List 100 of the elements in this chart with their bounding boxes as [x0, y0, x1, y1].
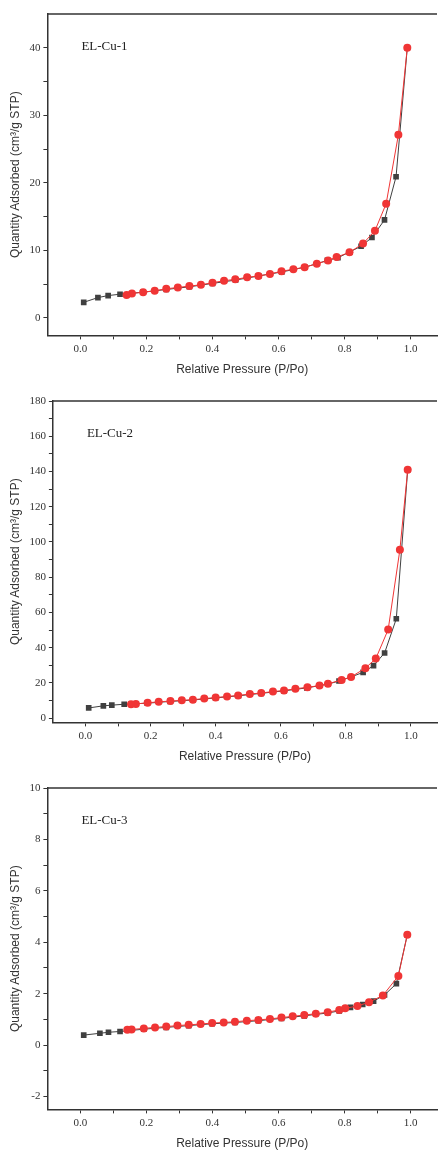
point	[381, 217, 388, 223]
point	[151, 1023, 160, 1032]
point	[154, 697, 163, 706]
y-tick-label: 10	[29, 780, 41, 793]
point	[311, 1009, 320, 1018]
point	[394, 130, 403, 139]
point	[289, 265, 298, 274]
x-tick-label: 0.6	[273, 728, 289, 741]
point	[337, 675, 346, 684]
x-tick-label: 0.8	[337, 1115, 352, 1128]
point	[268, 687, 277, 696]
point	[80, 299, 87, 306]
point	[121, 701, 128, 708]
y-tick-label: 0	[40, 711, 47, 724]
y-tick-label: 0	[34, 1038, 41, 1051]
point	[265, 1014, 274, 1023]
x-axis-title: Relative Pressure (P/Po)	[176, 1136, 309, 1151]
point	[364, 998, 373, 1007]
point	[80, 1032, 87, 1038]
point	[353, 1002, 362, 1011]
point	[117, 1028, 123, 1035]
y-tick-label: 20	[29, 175, 41, 188]
point	[177, 696, 186, 705]
point	[219, 1018, 228, 1027]
point	[100, 703, 107, 709]
y-tick-label: 180	[29, 393, 47, 406]
y-tick-label: 100	[29, 534, 47, 547]
point	[105, 292, 111, 299]
point	[105, 1029, 112, 1036]
y-tick-label: 2	[34, 986, 41, 999]
point	[196, 1020, 205, 1029]
x-tick-label: 0.8	[337, 341, 352, 354]
point	[200, 694, 209, 703]
point	[288, 1012, 297, 1021]
point	[312, 259, 321, 268]
y-tick-label: 30	[29, 108, 41, 121]
x-tick-label: 0.2	[139, 341, 154, 354]
point	[97, 1030, 103, 1037]
y-tick-label: 8	[34, 832, 41, 845]
y-tick-label: 20	[34, 675, 47, 688]
x-tick-label: 0.0	[78, 728, 93, 741]
point	[359, 239, 368, 248]
x-tick-label: 0.4	[205, 1115, 220, 1128]
point	[117, 291, 123, 298]
y-tick-label: 60	[34, 605, 47, 618]
y-tick-label: 120	[29, 499, 47, 512]
y-tick-label: 140	[29, 464, 47, 477]
point	[291, 684, 300, 693]
y-tick-label: 160	[29, 429, 47, 442]
annotation: EL-Cu-2	[86, 424, 134, 440]
point	[150, 286, 159, 295]
y-axis-title: Quantity Adsorbed (cm³/g STP)	[7, 478, 22, 646]
point	[345, 248, 354, 257]
x-tick-label: 0.2	[139, 1115, 154, 1128]
point	[245, 690, 254, 699]
x-axis-title: Relative Pressure (P/Po)	[176, 362, 309, 377]
point	[173, 283, 182, 292]
point	[361, 664, 370, 673]
y-tick-label: 80	[34, 570, 47, 583]
x-tick-label: 0.6	[271, 341, 286, 354]
point	[243, 273, 252, 282]
x-tick-label: 0.8	[338, 728, 354, 741]
point	[394, 971, 403, 980]
x-tick-label: 0.6	[271, 1115, 286, 1128]
y-tick-label: 40	[34, 640, 47, 653]
x-tick-label: 0.4	[208, 728, 224, 741]
y-axis-title: Quantity Adsorbed (cm³/g STP)	[7, 91, 22, 259]
point	[382, 199, 391, 208]
point	[371, 654, 380, 663]
x-tick-label: 1.0	[404, 728, 419, 741]
point	[315, 681, 324, 690]
point	[393, 615, 400, 622]
annotation: EL-Cu-1	[81, 37, 128, 53]
point	[223, 692, 232, 701]
point	[381, 650, 388, 656]
point	[122, 290, 131, 299]
point	[393, 173, 399, 180]
point	[95, 294, 101, 301]
y-tick-label: 0	[34, 310, 41, 323]
point	[108, 702, 115, 708]
y-tick-label: 4	[34, 935, 41, 948]
point	[370, 226, 379, 235]
x-axis-title: Relative Pressure (P/Po)	[178, 749, 311, 764]
point	[395, 545, 404, 554]
annotation: EL-Cu-3	[81, 811, 128, 827]
y-tick-label: 40	[29, 40, 41, 53]
x-tick-label: 0.4	[205, 341, 220, 354]
x-tick-label: 0.0	[73, 1115, 88, 1128]
point	[242, 1016, 251, 1025]
point	[173, 1021, 182, 1030]
point	[220, 276, 229, 285]
y-tick-label: 10	[29, 243, 41, 256]
y-axis-title: Quantity Adsorbed (cm³/g STP)	[7, 865, 22, 1033]
point	[196, 280, 205, 289]
x-tick-label: 1.0	[403, 1115, 418, 1128]
point	[85, 705, 92, 711]
y-tick-label: -2	[31, 1089, 41, 1102]
y-tick-label: 6	[34, 883, 41, 896]
x-tick-label: 0.0	[73, 341, 88, 354]
x-tick-label: 1.0	[403, 341, 418, 354]
